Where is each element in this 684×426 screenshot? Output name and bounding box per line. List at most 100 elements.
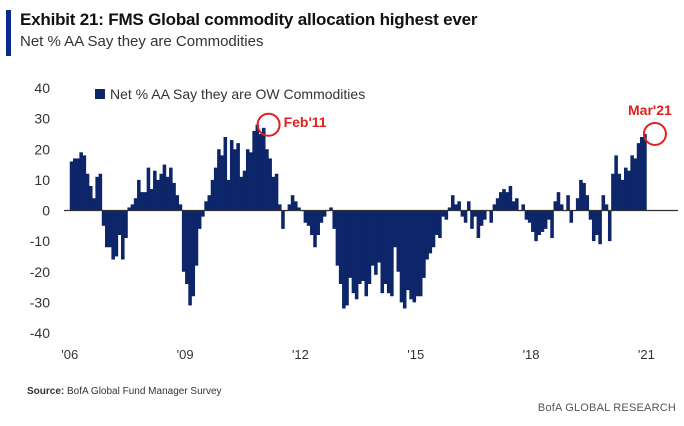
annotation-label: Feb'11 [284, 114, 327, 130]
bar [582, 182, 586, 211]
bar [556, 192, 561, 211]
bar [617, 173, 622, 211]
bar [380, 210, 385, 294]
bar [220, 155, 224, 211]
bar [332, 210, 336, 229]
bar [322, 210, 327, 217]
bar [434, 210, 439, 235]
bar [258, 133, 263, 211]
y-tick-label: 10 [34, 172, 50, 188]
legend: Net % AA Say they are OW Commodities [95, 86, 365, 102]
bar [547, 210, 551, 220]
bar [438, 210, 442, 239]
bar [418, 210, 423, 297]
annotation-label: Mar'21 [628, 102, 672, 118]
bar [178, 204, 183, 211]
bar [441, 210, 445, 217]
bar [153, 170, 157, 211]
bar [620, 179, 625, 211]
bar [127, 207, 131, 211]
bar [303, 210, 308, 223]
title-accent-bar [6, 10, 11, 56]
bar [473, 210, 477, 217]
bar [492, 204, 497, 211]
bar [495, 198, 500, 211]
bar [255, 124, 260, 211]
bar [447, 207, 452, 211]
bar [367, 210, 372, 284]
bar [470, 210, 474, 229]
bar [428, 210, 433, 254]
bar [627, 170, 631, 211]
bar [614, 155, 618, 211]
bar [156, 179, 160, 211]
highlight-circle [642, 121, 667, 146]
bar [181, 210, 186, 272]
annotations: Feb'11 Mar'21 [256, 102, 672, 146]
bar [524, 210, 529, 220]
bar [633, 158, 638, 211]
x-axis: '06 '09 '12 '15 '18 '21 [61, 347, 655, 362]
bar [188, 210, 192, 306]
bar [239, 176, 244, 211]
bar [604, 204, 609, 211]
bar [454, 204, 458, 211]
bar [515, 198, 519, 211]
bar [306, 210, 311, 226]
bar [460, 210, 465, 217]
bar [233, 149, 237, 211]
bar [643, 133, 647, 211]
bar [595, 210, 599, 235]
bar [82, 155, 87, 211]
source-note: Source: BofA Global Fund Manager Survey [27, 386, 222, 397]
bar [88, 186, 93, 211]
bar [124, 210, 128, 239]
bar [630, 155, 634, 211]
legend-label: Net % AA Say they are OW Commodities [110, 86, 365, 102]
bar [165, 176, 170, 211]
bar [505, 192, 509, 211]
bar [204, 201, 208, 211]
bar [162, 164, 167, 211]
bar [111, 210, 115, 260]
bar [521, 204, 525, 211]
bar [623, 167, 628, 211]
highlight-circle [256, 112, 281, 137]
bar [383, 210, 388, 284]
bar [245, 149, 250, 211]
bar [531, 210, 535, 232]
bar [137, 179, 141, 211]
bar [294, 201, 298, 211]
bar [361, 210, 365, 281]
bar [265, 149, 269, 211]
bar [431, 210, 436, 248]
bar [201, 210, 205, 217]
bar [108, 210, 112, 248]
bar [169, 167, 173, 211]
source-text: BofA Global Fund Manager Survey [67, 386, 222, 397]
x-tick-label: '12 [292, 347, 309, 362]
bar [415, 210, 420, 297]
bar [98, 173, 103, 211]
y-tick-label: -40 [30, 325, 50, 341]
bar [502, 189, 506, 211]
bar [316, 210, 320, 235]
bar [130, 204, 135, 211]
bar [399, 210, 404, 303]
bar [409, 210, 413, 300]
bar [210, 179, 215, 211]
bar [444, 210, 449, 220]
bar [463, 210, 468, 223]
bar [377, 210, 381, 263]
bar [223, 137, 228, 211]
bar [351, 210, 356, 294]
bar [290, 195, 295, 211]
bar [390, 210, 394, 297]
bar [483, 210, 487, 220]
bar [79, 152, 83, 211]
x-tick-label: '06 [61, 347, 78, 362]
bar [402, 210, 407, 309]
bar [348, 210, 353, 278]
bar [412, 210, 417, 303]
